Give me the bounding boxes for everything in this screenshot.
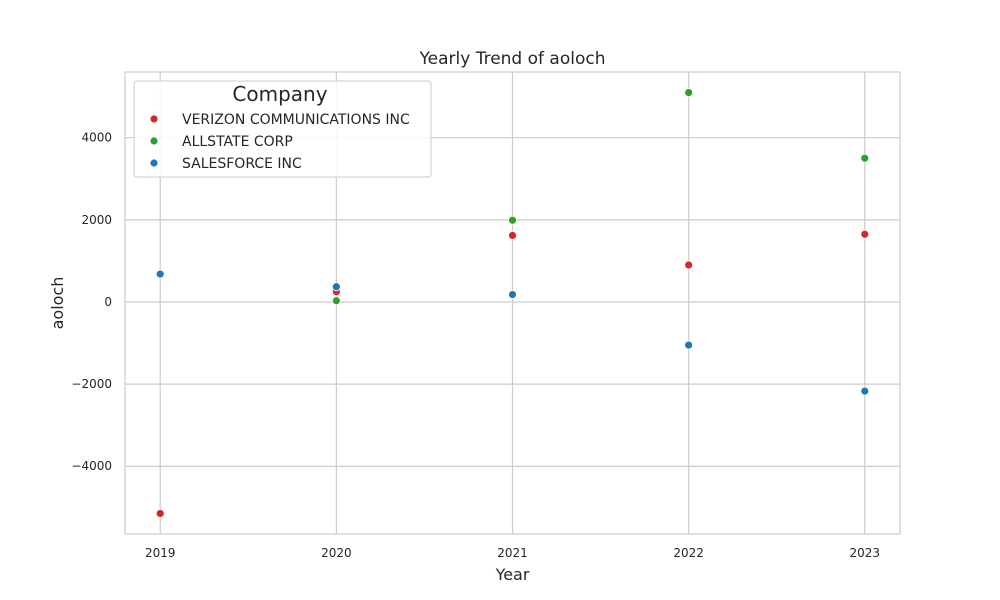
data-point [508,231,517,240]
x-tick-label: 2023 [849,546,880,560]
data-point [155,509,165,518]
y-axis-ticks: −4000 −2000 0 2000 4000 [71,131,112,474]
legend-items: VERIZON COMMUNICATIONS INC ALLSTATE CORP S… [149,112,410,172]
data-point [860,153,870,163]
data-point [684,260,694,270]
y-tick-label: 4000 [81,131,112,145]
x-tick-label: 2020 [321,546,352,560]
y-tick-label: 0 [104,295,112,309]
x-axis-ticks: 2019 2020 2021 2022 2023 [145,546,880,560]
legend-label: VERIZON COMMUNICATIONS INC [182,112,410,128]
legend-label: SALESFORCE INC [182,156,302,172]
y-tick-label: 2000 [81,213,112,227]
y-axis-title: aoloch [48,277,67,330]
data-point [508,290,517,299]
data-point [331,296,341,306]
legend-label: ALLSTATE CORP [182,134,293,150]
legend-marker [149,158,159,168]
data-point [155,269,165,279]
data-point [684,340,694,350]
x-tick-label: 2019 [145,546,176,560]
data-point [331,282,341,292]
x-tick-label: 2022 [673,546,704,560]
y-tick-label: −2000 [71,377,112,391]
legend-marker [149,114,159,124]
data-point [684,88,694,97]
chart-title: Yearly Trend of aoloch [419,49,606,69]
y-tick-label: −4000 [71,459,112,473]
plot-frame [124,71,901,535]
data-point [508,215,517,225]
legend-marker [149,136,159,146]
legend: Company VERIZON COMMUNICATIONS INC ALLSTA… [133,80,432,178]
legend-box [133,80,432,178]
x-tick-label: 2021 [497,546,528,560]
data-point [860,229,870,239]
data-points [155,88,870,518]
legend-title: Company [232,82,327,106]
data-point [860,386,870,396]
x-axis-title: Year [495,565,530,584]
